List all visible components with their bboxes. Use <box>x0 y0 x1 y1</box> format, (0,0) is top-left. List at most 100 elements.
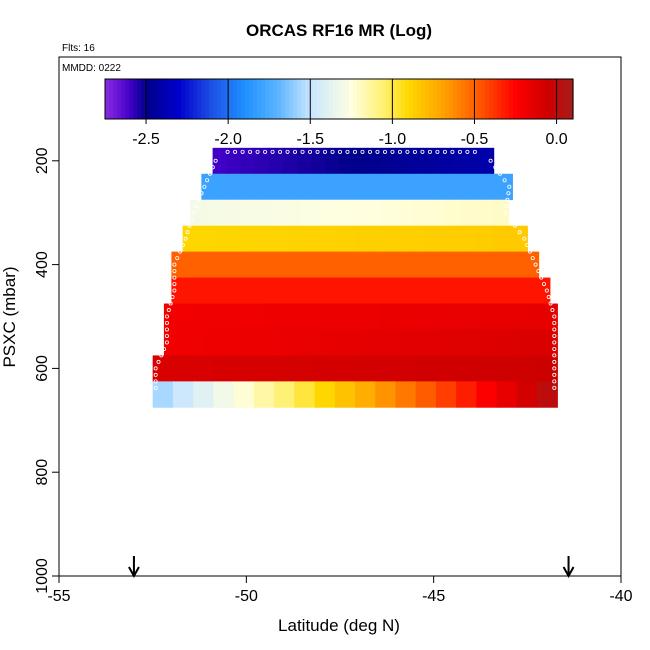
colorbar-segment <box>145 79 150 119</box>
colorbar-segment <box>245 79 250 119</box>
data-cell <box>294 381 316 408</box>
colorbar-segment <box>449 79 454 119</box>
colorbar-segment <box>233 79 238 119</box>
data-cell <box>322 277 343 304</box>
track-point <box>465 149 470 154</box>
colorbar-segment <box>197 79 202 119</box>
colorbar-segment <box>345 79 350 119</box>
x-axis-label: Latitude (deg N) <box>278 616 400 635</box>
track-point <box>172 282 177 287</box>
colorbar-segment <box>221 79 226 119</box>
track-point <box>255 149 260 154</box>
colorbar-segment <box>293 79 298 119</box>
data-cell <box>458 329 480 356</box>
data-cell <box>537 381 558 408</box>
x-tick-label: -50 <box>235 588 258 605</box>
data-cell <box>268 225 287 253</box>
data-cell <box>395 355 417 382</box>
track-point <box>164 340 169 345</box>
track-point <box>488 158 493 163</box>
colorbar-segment <box>401 79 406 119</box>
track-point <box>270 149 275 154</box>
colorbar-segment <box>309 79 314 119</box>
data-cell <box>193 355 214 382</box>
data-cell <box>286 225 304 253</box>
data-cell <box>409 147 424 175</box>
colorbar-segment <box>169 79 174 119</box>
colorbar-segment <box>477 79 482 119</box>
track-point <box>497 171 502 176</box>
track-point <box>153 379 158 384</box>
data-cell <box>274 355 295 382</box>
track-point <box>552 366 557 371</box>
data-cell <box>439 303 460 330</box>
track-point <box>162 346 167 351</box>
data-cell <box>354 355 376 382</box>
colorbar-segment <box>313 79 318 119</box>
colorbar-segment <box>545 79 550 119</box>
endpoint-arrow <box>562 556 575 579</box>
track-point <box>507 184 512 189</box>
data-cell <box>281 303 303 330</box>
colorbar-segment <box>193 79 198 119</box>
data-cell <box>415 355 437 382</box>
track-point <box>522 236 527 241</box>
colorbar-segment <box>333 79 338 119</box>
data-cell <box>510 225 528 253</box>
track-point <box>183 236 188 241</box>
data-cell <box>356 173 374 201</box>
colorbar-segment <box>125 79 130 119</box>
track-point <box>187 223 192 228</box>
colorbar-segment <box>473 79 478 119</box>
track-point <box>189 217 194 222</box>
colorbar-segment <box>549 79 554 119</box>
data-cell <box>263 173 280 201</box>
data-cell <box>354 381 376 408</box>
data-cell <box>340 329 362 356</box>
data-cell <box>360 329 381 356</box>
data-cell <box>455 277 475 304</box>
track-point <box>308 149 313 154</box>
data-cell <box>474 277 494 304</box>
colorbar-segment <box>461 79 466 119</box>
colorbar-segment <box>505 79 510 119</box>
track-point <box>285 149 290 154</box>
data-cell <box>269 199 287 227</box>
y-axis: 200 400 600 800 1000 <box>34 147 60 594</box>
track-point <box>196 197 201 202</box>
track-point <box>530 256 535 261</box>
data-layers <box>152 147 558 408</box>
data-cell <box>321 329 342 356</box>
data-cell <box>496 381 518 408</box>
data-cell <box>318 251 338 278</box>
colorbar-segment <box>237 79 242 119</box>
track-point <box>420 149 425 154</box>
data-cell <box>423 147 439 175</box>
colorbar-segment <box>189 79 194 119</box>
data-cell <box>439 329 460 356</box>
data-cell <box>516 355 538 382</box>
data-cell <box>520 251 540 278</box>
data-cell <box>234 225 253 253</box>
data-cell <box>310 147 326 175</box>
data-cell <box>183 329 204 356</box>
data-cell <box>193 381 214 408</box>
data-cell <box>428 251 448 278</box>
track-point <box>552 372 557 377</box>
data-cell <box>492 199 510 227</box>
data-cell <box>294 355 316 382</box>
data-cell <box>233 381 255 408</box>
colorbar-ticks: -2.5 -2.0 -1.5 -1.0 -0.5 0.0 <box>132 79 568 148</box>
data-cell <box>254 147 270 175</box>
data-cell <box>203 329 224 356</box>
y-tick-label: 600 <box>34 355 51 382</box>
track-point <box>172 288 177 293</box>
data-cell <box>221 199 239 227</box>
track-point <box>360 149 365 154</box>
track-point <box>337 149 342 154</box>
data-cell <box>233 355 255 382</box>
colorbar-segment <box>389 79 394 119</box>
data-cell <box>253 355 275 382</box>
colorbar-segment <box>317 79 322 119</box>
